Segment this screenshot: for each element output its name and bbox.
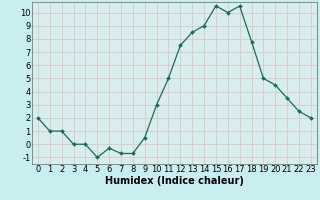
X-axis label: Humidex (Indice chaleur): Humidex (Indice chaleur)	[105, 176, 244, 186]
